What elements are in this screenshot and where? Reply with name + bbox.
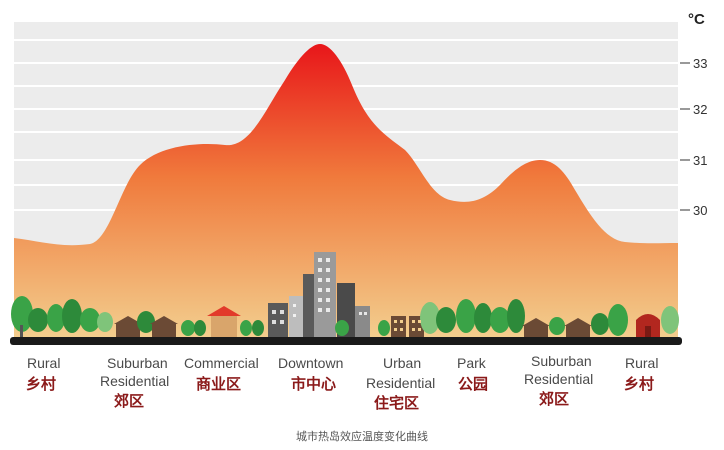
zone-label-en: Residential (524, 371, 593, 387)
ground-line (10, 337, 682, 345)
tick-label: 30 (693, 203, 707, 218)
zone-label-en: Downtown (278, 355, 343, 371)
tick-32: 32 (680, 102, 707, 117)
unit-label: °C (688, 11, 705, 28)
tick-label: 31 (693, 153, 707, 168)
urban-residential-buildings (378, 302, 440, 337)
zone-rural-left: Rural 乡村 (26, 355, 60, 393)
rural-trees-right (591, 304, 679, 337)
zone-label-en: Park (457, 355, 487, 371)
zone-label-en: Suburban (107, 355, 168, 371)
zone-label-cn: 乡村 (624, 375, 654, 393)
zone-label-en: Rural (27, 355, 60, 371)
zone-downtown: Downtown 市中心 (278, 355, 343, 393)
zone-label-en: Residential (366, 375, 435, 391)
zone-label-cn: 郊区 (539, 390, 569, 408)
zone-suburban-left: Suburban Residential 郊区 (100, 355, 169, 410)
tick-label: 33 (693, 56, 707, 71)
zone-label-cn: 市中心 (291, 375, 336, 393)
zone-label-en: Commercial (184, 355, 259, 371)
zone-label-en: Residential (100, 373, 169, 389)
skyline-illustration (11, 252, 679, 337)
suburban-houses-left (114, 311, 178, 337)
temperature-curve (14, 44, 678, 340)
park-trees (436, 299, 525, 333)
zone-suburban-right: Suburban Residential 郊区 (524, 353, 593, 408)
tick-label: 32 (693, 102, 707, 117)
zone-label-cn: 公园 (458, 375, 488, 393)
zone-labels: Rural 乡村 Suburban Residential 郊区 Commerc… (26, 353, 658, 412)
tick-30: 30 (680, 203, 707, 218)
zone-label-en: Rural (625, 355, 658, 371)
figure-caption: 城市热岛效应温度变化曲线 (296, 429, 428, 443)
zone-park: Park 公园 (457, 355, 488, 393)
zone-urban-residential: Urban Residential 住宅区 (366, 355, 435, 412)
zone-label-cn: 乡村 (26, 375, 56, 393)
tick-31: 31 (680, 153, 707, 168)
zone-label-cn: 郊区 (114, 392, 144, 410)
zone-label-cn: 商业区 (196, 375, 241, 393)
tick-33: 33 (680, 56, 707, 71)
commercial-buildings (181, 306, 264, 337)
downtown-buildings (268, 252, 370, 337)
suburban-houses-right (522, 317, 592, 337)
zone-commercial: Commercial 商业区 (184, 355, 259, 393)
temperature-axis: °C 33 32 31 30 (680, 11, 707, 218)
rural-trees-left (11, 296, 113, 337)
zone-label-en: Urban (383, 355, 421, 371)
zone-rural-right: Rural 乡村 (624, 355, 658, 393)
zone-label-en: Suburban (531, 353, 592, 369)
zone-label-cn: 住宅区 (374, 394, 419, 412)
